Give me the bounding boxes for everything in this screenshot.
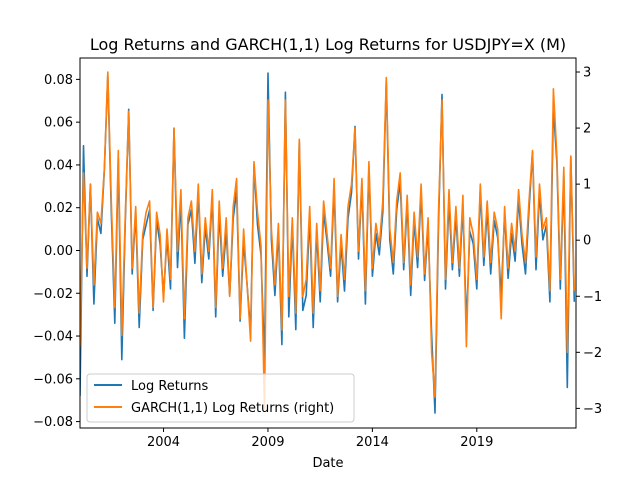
y-right-tick-label: −2 — [583, 346, 602, 361]
y-left-tick-label: −0.02 — [33, 287, 73, 302]
y-axis-right: −3 −2 −1 0 1 2 3 — [576, 66, 602, 417]
y-right-tick-label: 1 — [583, 178, 591, 193]
y-right-tick-label: 0 — [583, 234, 591, 249]
x-tick-label: 2009 — [251, 435, 284, 450]
y-left-tick-label: −0.04 — [33, 330, 73, 345]
plot-frame — [79, 57, 577, 429]
y-left-tick-label: 0.04 — [44, 158, 73, 173]
x-tick-label: 2014 — [356, 435, 389, 450]
x-axis-label: Date — [312, 456, 343, 471]
chart-title: Log Returns and GARCH(1,1) Log Returns f… — [90, 35, 566, 54]
y-left-tick-label: 0.02 — [44, 201, 73, 216]
y-axis-left: −0.08 −0.06 −0.04 −0.02 0.00 0.02 0.04 0.06 0.08 — [33, 73, 80, 430]
x-tick-label: 2004 — [147, 435, 180, 450]
y-right-tick-label: −3 — [583, 402, 602, 417]
series-line-garch — [80, 71, 576, 410]
y-left-tick-label: −0.06 — [33, 372, 73, 387]
y-right-tick-label: 2 — [583, 122, 591, 137]
legend: Log Returns GARCH(1,1) Log Returns (righ… — [86, 373, 355, 423]
legend-label-garch: GARCH(1,1) Log Returns (right) — [131, 401, 334, 416]
legend-label-log-returns: Log Returns — [131, 379, 208, 394]
y-right-tick-label: 3 — [583, 66, 591, 81]
y-left-tick-label: 0.08 — [44, 73, 73, 88]
legend-box — [86, 373, 355, 423]
y-left-tick-label: 0.00 — [44, 244, 73, 259]
y-right-tick-label: −1 — [583, 290, 602, 305]
x-axis: 2004 2009 2014 2019 — [147, 428, 493, 450]
y-left-tick-label: 0.06 — [44, 116, 73, 131]
series-layer — [80, 71, 576, 414]
x-tick-label: 2019 — [460, 435, 493, 450]
y-left-tick-label: −0.08 — [33, 415, 73, 430]
